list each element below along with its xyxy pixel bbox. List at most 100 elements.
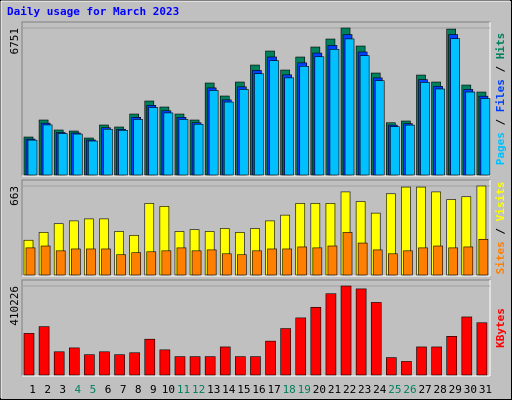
bar xyxy=(359,55,370,176)
x-tick-label: 29 xyxy=(449,383,462,396)
x-tick-label: 9 xyxy=(150,383,157,396)
bar xyxy=(265,340,276,376)
bar xyxy=(310,306,322,376)
bar xyxy=(42,124,53,176)
x-tick-label: 20 xyxy=(313,383,326,396)
bar xyxy=(327,245,338,276)
bar xyxy=(250,356,261,376)
x-tick-label: 22 xyxy=(343,383,356,396)
bar xyxy=(103,128,113,176)
bar xyxy=(355,288,367,376)
bar xyxy=(25,247,36,276)
bar xyxy=(72,133,83,176)
bar xyxy=(463,246,474,276)
bar xyxy=(116,254,126,276)
bar xyxy=(161,250,172,276)
bar xyxy=(372,249,383,276)
bar xyxy=(114,354,125,376)
x-tick-label: 26 xyxy=(403,383,416,396)
bar xyxy=(403,250,413,276)
bar xyxy=(206,249,217,276)
legend-entry: Pages xyxy=(494,132,507,165)
bar xyxy=(388,253,398,276)
bar xyxy=(235,356,246,376)
bar xyxy=(101,248,111,276)
bar xyxy=(284,77,294,176)
legend-entry: Visits xyxy=(494,182,507,222)
bar xyxy=(27,139,38,176)
x-tick-label: 7 xyxy=(120,383,127,396)
x-tick-label: 28 xyxy=(434,383,447,396)
bar xyxy=(118,130,128,176)
bar xyxy=(191,250,202,276)
bar xyxy=(163,112,174,176)
bar xyxy=(478,238,489,276)
legend-separator: / xyxy=(494,221,507,241)
bar xyxy=(178,119,189,176)
bar xyxy=(23,333,35,376)
bar xyxy=(176,247,187,276)
x-tick-label: 30 xyxy=(464,383,477,396)
bar xyxy=(40,245,51,276)
bar xyxy=(448,247,459,276)
chart-title: Daily usage for March 2023 xyxy=(7,5,179,18)
bar xyxy=(344,38,355,176)
bar xyxy=(390,126,400,176)
bar xyxy=(131,252,141,276)
bar xyxy=(461,316,473,376)
y-tick-label: 663 xyxy=(8,186,21,206)
bar xyxy=(146,251,157,276)
x-tick-label: 21 xyxy=(328,383,341,396)
bar xyxy=(269,60,279,176)
x-tick-label: 15 xyxy=(237,383,250,396)
x-tick-label: 4 xyxy=(75,383,82,396)
x-tick-label: 18 xyxy=(283,383,296,396)
bar xyxy=(386,357,397,376)
bar xyxy=(340,285,352,376)
bar xyxy=(401,361,412,376)
bar xyxy=(314,56,325,176)
bar xyxy=(480,98,491,176)
legend: Sites / Visits xyxy=(494,182,507,275)
bar xyxy=(204,356,216,376)
x-tick-label: 12 xyxy=(192,383,205,396)
bar xyxy=(57,133,68,176)
bar xyxy=(133,119,143,176)
bar xyxy=(159,349,171,376)
bar xyxy=(370,302,382,376)
bar xyxy=(68,347,80,376)
bar xyxy=(405,124,415,176)
bar xyxy=(148,107,159,176)
bar xyxy=(99,351,110,376)
x-tick-label: 24 xyxy=(373,383,387,396)
bar xyxy=(312,247,323,276)
legend: Pages / Files / Hits xyxy=(494,33,507,166)
bar xyxy=(193,123,204,176)
bar xyxy=(84,354,95,376)
x-tick-label: 1 xyxy=(29,383,36,396)
bar xyxy=(267,248,277,276)
bar xyxy=(420,82,430,176)
x-tick-label: 2 xyxy=(44,383,51,396)
x-tick-label: 11 xyxy=(177,383,190,396)
bar xyxy=(38,326,50,376)
bar xyxy=(416,346,427,376)
bar xyxy=(297,246,308,276)
legend-separator: / xyxy=(494,59,507,79)
bar xyxy=(465,91,476,176)
bar xyxy=(88,140,98,176)
x-tick-label: 6 xyxy=(105,383,112,396)
legend: KBytes xyxy=(494,308,507,348)
x-tick-label: 5 xyxy=(90,383,97,396)
bar xyxy=(342,232,353,276)
bar xyxy=(431,346,442,376)
bar xyxy=(476,322,488,376)
bar xyxy=(280,328,291,376)
x-tick-label: 19 xyxy=(298,383,311,396)
x-tick-label: 10 xyxy=(162,383,175,396)
legend-separator: / xyxy=(494,112,507,132)
bar xyxy=(55,250,66,276)
x-tick-label: 27 xyxy=(418,383,431,396)
bar xyxy=(254,73,264,176)
